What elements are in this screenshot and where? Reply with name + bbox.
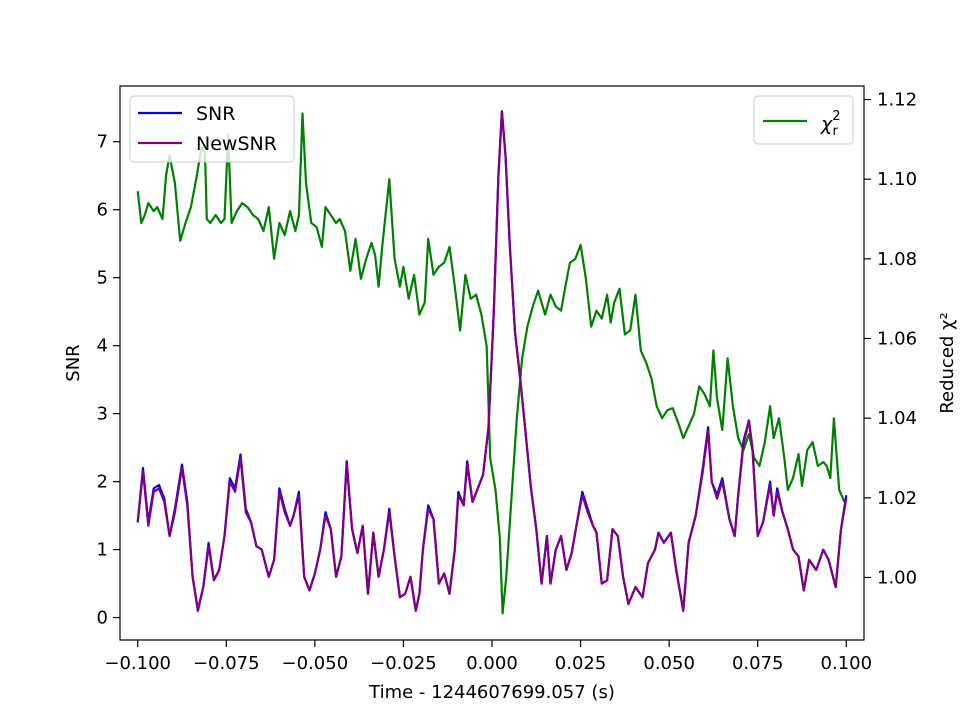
legend-label-snr: SNR [196, 103, 235, 125]
x-tick-label: −0.050 [282, 653, 349, 674]
x-tick-label: 0.100 [821, 653, 873, 674]
x-tick-label: 0.025 [555, 653, 607, 674]
y-left-tick-label: 0 [97, 608, 108, 629]
y-axis-right-label: Reduced χ² [937, 312, 958, 413]
y-right-tick-label: 1.10 [877, 169, 917, 190]
series-layer [136, 110, 848, 615]
y-right-tick-label: 1.00 [877, 567, 917, 588]
y-right-tick-label: 1.02 [877, 488, 917, 509]
x-tick-label: −0.025 [370, 653, 437, 674]
legend-right: χ2 r [753, 95, 854, 145]
y-right-tick-label: 1.06 [877, 329, 917, 350]
newsnr-line [136, 110, 848, 612]
x-axis-label: Time - 1244607699.057 (s) [368, 682, 615, 703]
y-right-tick-label: 1.12 [877, 90, 917, 111]
y-left-tick-label: 5 [97, 268, 108, 289]
y-right-tick-label: 1.08 [877, 249, 917, 270]
legend-label-newsnr: NewSNR [196, 133, 277, 155]
y-left-tick-label: 2 [97, 472, 108, 493]
y-left-tick-label: 4 [97, 336, 108, 357]
x-axis: −0.100 −0.075 −0.050 −0.025 0.000 0.025 0.050 0… [104, 640, 872, 674]
reduced-chi2-line [136, 112, 846, 615]
y-left-tick-label: 6 [97, 200, 108, 221]
y-right-tick-label: 1.04 [877, 408, 917, 429]
y-axis-left: 0 1 2 3 4 5 6 7 [97, 132, 120, 629]
x-tick-label: 0.000 [466, 653, 518, 674]
x-tick-label: −0.075 [193, 653, 260, 674]
y-axis-right: 1.00 1.02 1.04 1.06 1.08 1.10 1.12 [864, 90, 917, 588]
y-left-tick-label: 1 [97, 540, 108, 561]
x-tick-label: −0.100 [104, 653, 171, 674]
y-left-tick-label: 3 [97, 404, 108, 425]
y-axis-left-label: SNR [63, 344, 84, 381]
legend-left: SNR NewSNR [129, 95, 295, 163]
legend-label-chi2: χ2 r [820, 109, 841, 139]
plot-area [136, 110, 848, 615]
y-left-tick-label: 7 [97, 132, 108, 153]
x-tick-label: 0.075 [732, 653, 784, 674]
x-tick-label: 0.050 [643, 653, 695, 674]
